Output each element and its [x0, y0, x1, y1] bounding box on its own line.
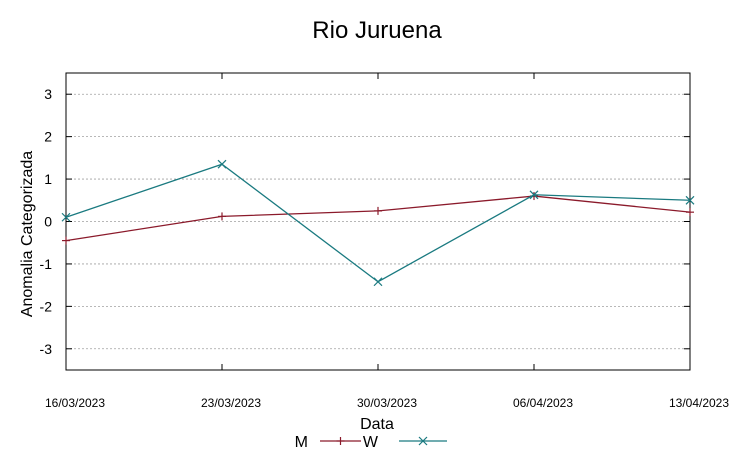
y-tick-label: -3 [40, 341, 53, 357]
y-axis: -3 -2 -1 0 1 2 3 [40, 86, 690, 357]
y-tick-label: -2 [40, 298, 53, 314]
x-tick-label: 30/03/2023 [357, 396, 417, 410]
y-tick-label: 1 [44, 171, 52, 187]
data-point-m [374, 206, 382, 215]
y-axis-label: Anomalia Categorizada [19, 151, 36, 317]
legend-label-w: W [363, 434, 379, 451]
data-point-w [373, 277, 383, 287]
data-point-m [62, 236, 70, 245]
x-tick-label: 13/04/2023 [669, 396, 729, 410]
data-point-m [218, 212, 226, 221]
data-point-w [61, 212, 71, 222]
y-tick-label: 3 [44, 86, 52, 102]
x-axis-label: Data [360, 416, 394, 433]
data-point-w [529, 190, 539, 200]
series-layer [61, 159, 695, 287]
grid [66, 93, 690, 350]
x-tick-label: 23/03/2023 [201, 396, 261, 410]
x-axis: 16/03/2023 23/03/2023 30/03/2023 06/04/2023… [45, 73, 729, 410]
legend-marker-w [418, 436, 428, 446]
chart-title: Rio Juruena [312, 17, 442, 44]
data-point-w [685, 195, 695, 205]
legend-label-m: M [295, 434, 308, 451]
x-tick-label: 16/03/2023 [45, 396, 105, 410]
legend-marker-m [336, 437, 345, 445]
series-line-m [65, 195, 691, 242]
y-tick-label: -1 [40, 256, 53, 272]
y-tick-label: 2 [44, 129, 52, 145]
data-point-m [686, 208, 694, 217]
y-tick-label: 0 [44, 214, 52, 230]
data-point-w [217, 159, 227, 169]
x-tick-label: 06/04/2023 [513, 396, 573, 410]
